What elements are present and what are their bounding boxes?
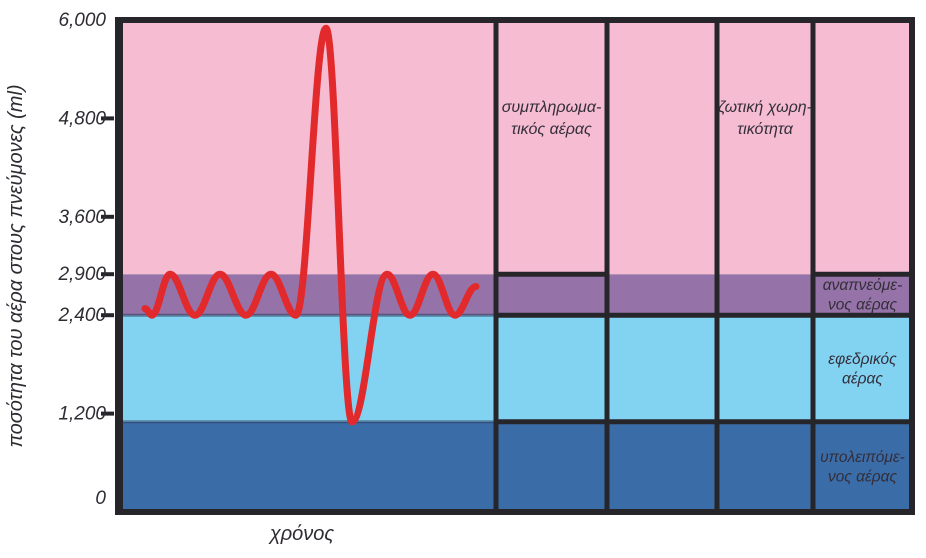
supplemental-air-box-label: συμπληρωμα- (502, 99, 602, 116)
y-tick-label: 6,000 (58, 10, 106, 31)
y-axis-title: ποσότητα του αέρα στους πνεύμονες (ml) (5, 84, 27, 447)
band-label-reserve-air: εφεδρικός (828, 351, 897, 368)
y-tick-label: 1,200 (58, 404, 106, 425)
breathing-curve (141, 24, 480, 426)
x-axis-title: χρόνος (268, 523, 335, 545)
band-label-tidal-air: νος αέρας (828, 296, 898, 313)
band-label-residual-air: νος αέρας (828, 469, 898, 486)
vital-capacity-box-label: τικότητα (737, 121, 794, 138)
vital-capacity-box-label: ζωτική χωρη- (718, 99, 812, 116)
band-label-residual-air: υπολειπόμε- (820, 449, 905, 466)
supplemental-air-box-label: τικός αέρας (511, 121, 592, 138)
y-tick-label: 2,400 (57, 305, 106, 326)
y-tick-label: 4,800 (58, 108, 106, 129)
band-label-tidal-air: αναπνεόμε- (823, 277, 902, 294)
band-label-reserve-air: αέρας (842, 370, 883, 387)
y-tick-label: 3,600 (58, 207, 106, 228)
band-residual-air (120, 421, 912, 512)
band-supplemental-air (120, 20, 912, 275)
y-tick-label: 2,900 (57, 264, 106, 285)
y-tick-label: 0 (95, 488, 106, 509)
band-reserve-air (120, 315, 912, 422)
